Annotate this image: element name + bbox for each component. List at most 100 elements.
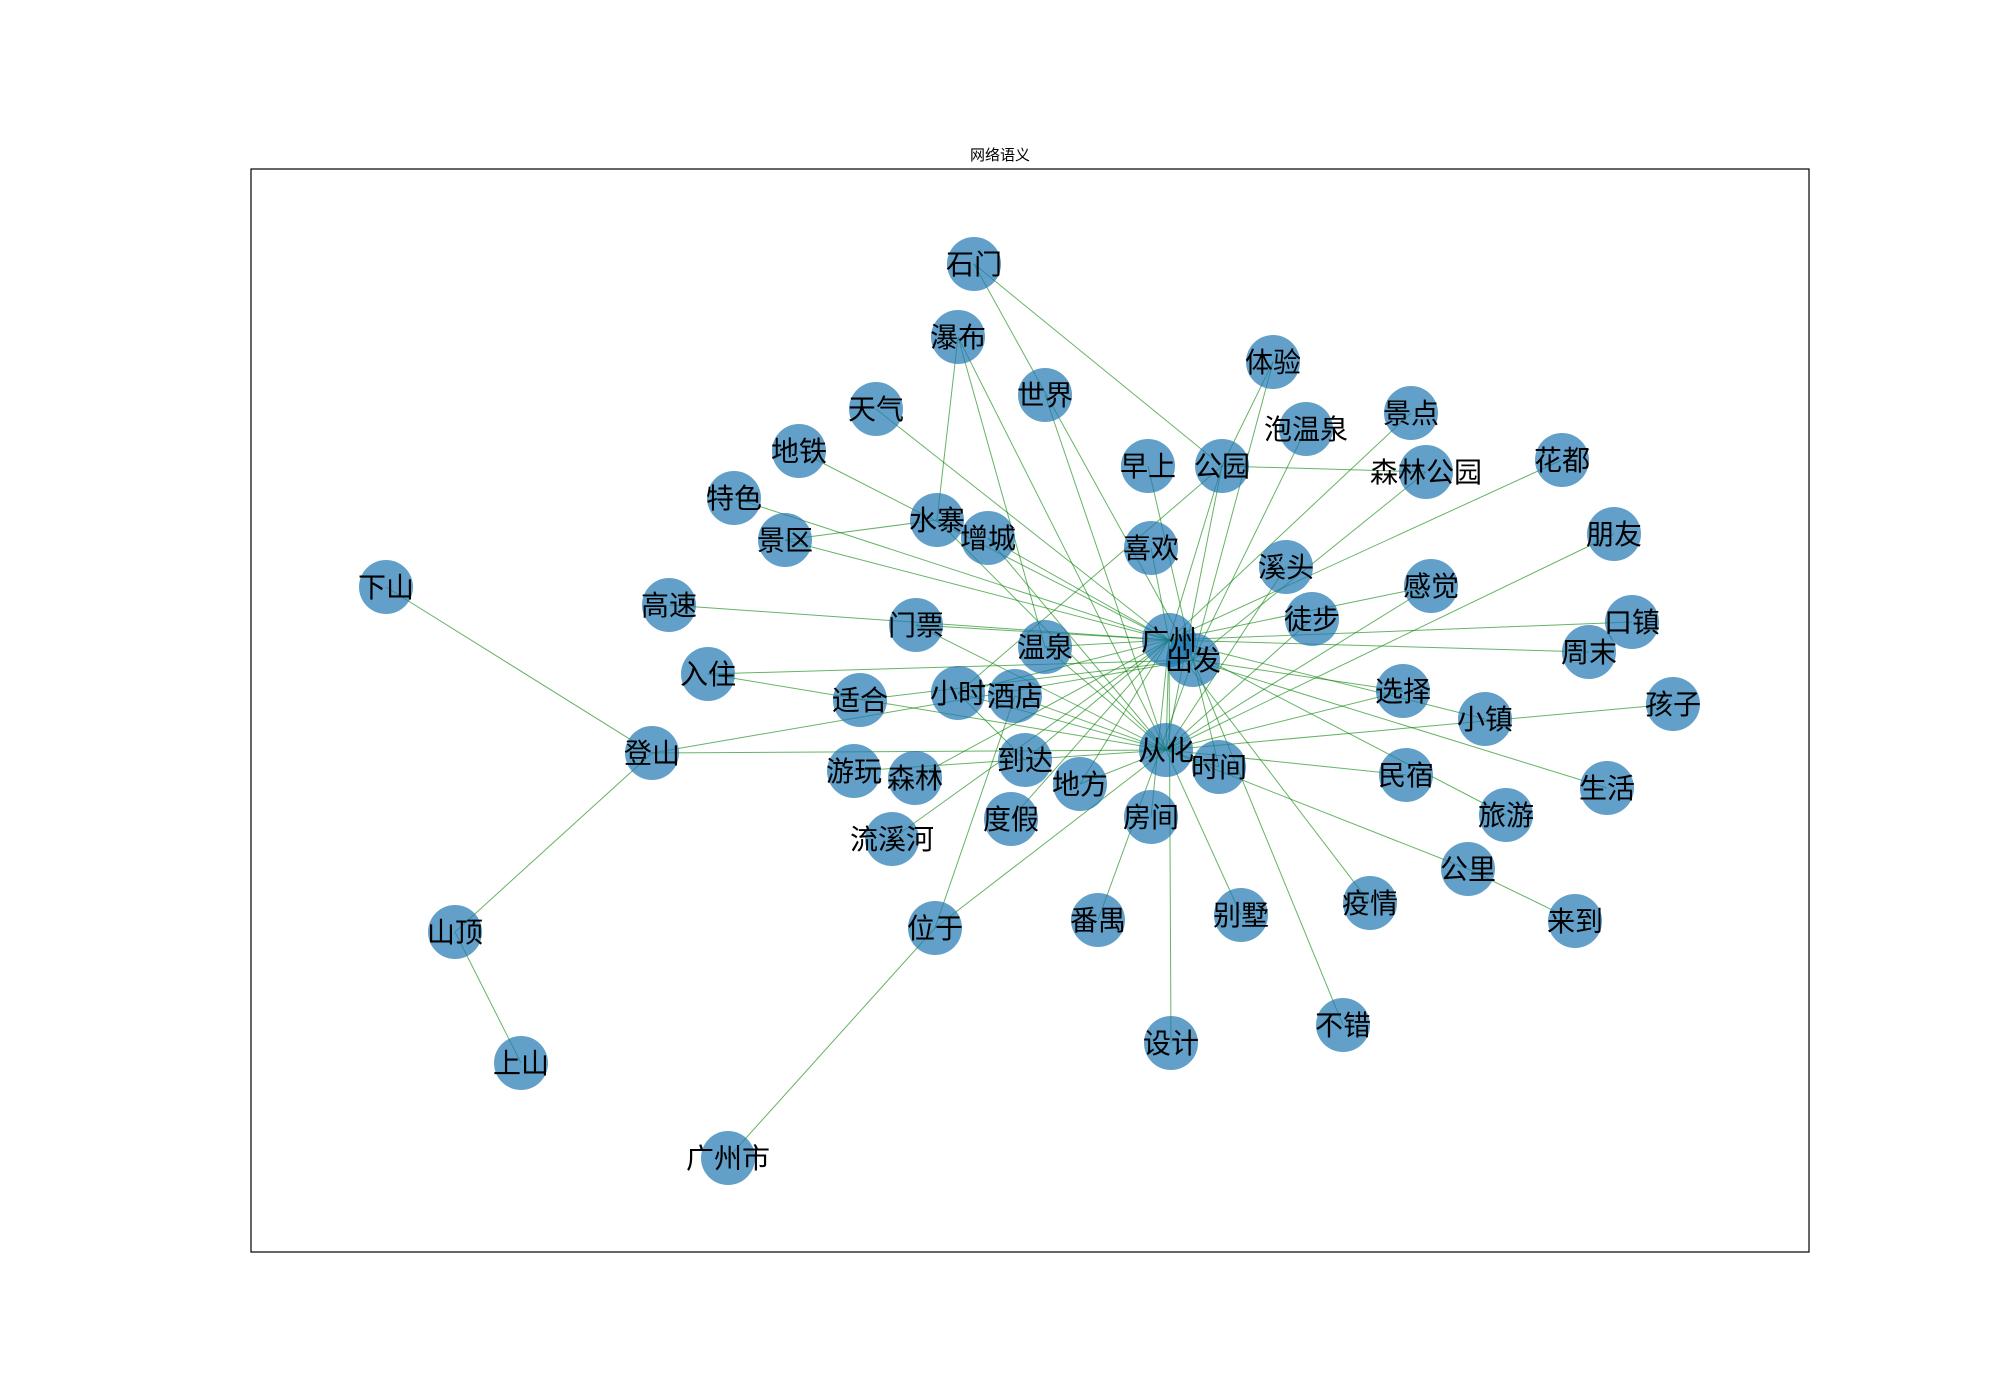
graph-node xyxy=(1479,788,1533,842)
graph-node xyxy=(1259,540,1313,594)
edge xyxy=(1168,639,1590,653)
edge xyxy=(1168,639,1507,816)
node-label: 朋友 xyxy=(1586,518,1642,551)
node-label: 出发 xyxy=(1165,644,1221,677)
graph-node xyxy=(984,792,1038,846)
node-label: 山顶 xyxy=(427,916,483,949)
edge xyxy=(1192,659,1404,692)
edge xyxy=(987,537,1170,641)
node-label: 时间 xyxy=(1191,751,1247,784)
node-label: 周末 xyxy=(1561,636,1617,669)
node-label: 小时 xyxy=(930,677,986,710)
graph-node xyxy=(1018,368,1072,422)
node-label: 门票 xyxy=(888,609,944,642)
graph-node xyxy=(1376,664,1430,718)
graph-node xyxy=(707,471,761,525)
graph-node xyxy=(931,666,985,720)
edge xyxy=(1168,621,1633,641)
graph-node xyxy=(1192,740,1246,794)
edge xyxy=(1165,703,1674,751)
node-label: 溪头 xyxy=(1258,551,1314,584)
graph-node xyxy=(1587,507,1641,561)
graph-node xyxy=(1195,439,1249,493)
node-label: 地方 xyxy=(1052,768,1108,801)
edge xyxy=(385,586,653,754)
graph-node xyxy=(1562,625,1616,679)
node-label: 广州 xyxy=(1141,624,1197,657)
node-label: 旅游 xyxy=(1478,799,1534,832)
edge xyxy=(1097,659,1194,921)
node-label: 民宿 xyxy=(1378,759,1434,792)
node-label: 特色 xyxy=(706,482,762,515)
edge xyxy=(1165,465,1223,751)
edge xyxy=(1192,659,1344,1026)
node-label: 世界 xyxy=(1017,379,1073,412)
edge xyxy=(1165,533,1615,751)
graph-node xyxy=(889,598,943,652)
edge xyxy=(1044,394,1167,751)
graph-node xyxy=(1214,888,1268,942)
graph-node xyxy=(1166,633,1220,687)
edge xyxy=(914,639,1170,779)
graph-node xyxy=(1458,692,1512,746)
graph-node xyxy=(1605,595,1659,649)
graph-node xyxy=(1279,402,1333,456)
graph-node xyxy=(1139,723,1193,777)
node-label: 石门 xyxy=(946,248,1002,281)
edge xyxy=(1168,465,1223,641)
graph-node xyxy=(1535,433,1589,487)
node-label: 喜欢 xyxy=(1123,532,1179,565)
node-label: 体验 xyxy=(1245,346,1301,379)
edge xyxy=(784,539,1170,641)
graph-node xyxy=(1018,620,1072,674)
node-label: 下山 xyxy=(358,571,414,604)
node-label: 地铁 xyxy=(771,435,827,468)
edge xyxy=(707,673,1167,751)
edge xyxy=(973,263,1223,467)
node-label: 增城 xyxy=(960,522,1016,555)
graph-node xyxy=(494,1036,548,1090)
node-label: 景区 xyxy=(757,524,813,557)
edge xyxy=(934,695,1016,929)
graph-node xyxy=(1246,335,1300,389)
graph-node xyxy=(1384,386,1438,440)
graph-node xyxy=(1124,521,1178,575)
node-label: 设计 xyxy=(1143,1027,1199,1060)
graph-node xyxy=(910,493,964,547)
edge xyxy=(727,927,936,1159)
graph-node xyxy=(998,733,1052,787)
node-label: 入住 xyxy=(680,658,736,691)
edge xyxy=(1192,361,1274,661)
node-label: 酒店 xyxy=(987,680,1043,713)
edge xyxy=(1165,749,1242,916)
node-label: 登山 xyxy=(624,737,680,770)
edge xyxy=(957,336,1167,751)
graph-node xyxy=(1285,592,1339,646)
graph-node xyxy=(1379,748,1433,802)
edge xyxy=(1165,618,1313,751)
edge xyxy=(1165,690,1404,751)
graph-node xyxy=(1144,1016,1198,1070)
node-label: 森林 xyxy=(887,762,943,795)
graph-node xyxy=(827,744,881,798)
graph-node xyxy=(359,560,413,614)
graph-node xyxy=(888,751,942,805)
node-label: 口镇 xyxy=(1604,606,1660,639)
graph-node xyxy=(849,382,903,436)
edge xyxy=(1079,639,1170,785)
node-label: 瀑布 xyxy=(930,321,986,354)
node-label: 公里 xyxy=(1440,853,1496,886)
node-label: 小镇 xyxy=(1457,703,1513,736)
graph-node xyxy=(1343,876,1397,930)
graph-node xyxy=(947,237,1001,291)
graph-node xyxy=(1441,842,1495,896)
edge xyxy=(1168,412,1412,641)
node-label: 上山 xyxy=(493,1047,549,1080)
graph-node xyxy=(1548,894,1602,948)
node-label: 位于 xyxy=(907,912,963,945)
graph-node xyxy=(428,905,482,959)
edge xyxy=(454,752,653,933)
node-label: 番禺 xyxy=(1070,904,1126,937)
edge xyxy=(707,659,1194,675)
